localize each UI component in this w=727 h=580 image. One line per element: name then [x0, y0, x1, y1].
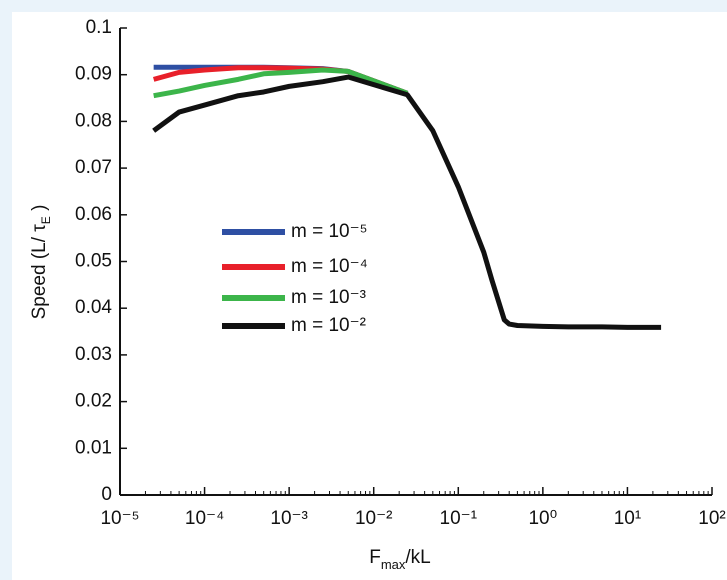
- legend-label: m = 10⁻⁵: [291, 221, 368, 242]
- series-line: [153, 67, 409, 99]
- x-tick-label: 10⁰: [528, 508, 557, 529]
- y-tick-label: 0: [101, 484, 112, 505]
- x-tick-label: 10¹: [614, 508, 641, 529]
- series-line: [152, 74, 662, 330]
- y-label-part: Speed (L/ τ: [29, 224, 50, 320]
- y-tick-label: 0.03: [75, 344, 112, 365]
- y-axis-label: Speed (L/ τE ): [29, 205, 53, 320]
- x-label-part: /kL: [405, 547, 430, 568]
- y-tick-label: 0.05: [75, 251, 112, 272]
- panel: [12, 12, 727, 580]
- x-tick-label: 10⁻⁵: [100, 508, 139, 529]
- y-tick-label: 0.04: [75, 297, 112, 318]
- x-axis-label: Fmax/kL: [369, 547, 431, 572]
- y-tick-label: 0.1: [86, 17, 112, 38]
- y-tick-label: 0.06: [75, 204, 112, 225]
- x-tick-label: 10⁻²: [355, 508, 393, 529]
- x-tick-label: 10⁻¹: [440, 508, 478, 529]
- legend-label: m = 10⁻⁴: [291, 256, 368, 277]
- x-tick-label: 10⁻³: [270, 508, 308, 529]
- x-label-sub: max: [381, 557, 406, 572]
- legend-label: m = 10⁻³: [291, 287, 366, 308]
- x-tick-label: 10²: [698, 508, 725, 529]
- y-tick-label: 0.08: [75, 110, 112, 131]
- x-label-part: F: [369, 547, 381, 568]
- y-label-sub: E: [39, 216, 53, 224]
- y-tick-label: 0.01: [75, 437, 112, 458]
- y-tick-label: 0.07: [75, 157, 112, 178]
- y-label-part: ): [29, 205, 50, 217]
- legend-label: m = 10⁻²: [291, 315, 366, 336]
- y-tick-label: 0.02: [75, 391, 112, 412]
- y-tick-label: 0.09: [75, 64, 112, 85]
- x-tick-label: 10⁻⁴: [185, 508, 224, 529]
